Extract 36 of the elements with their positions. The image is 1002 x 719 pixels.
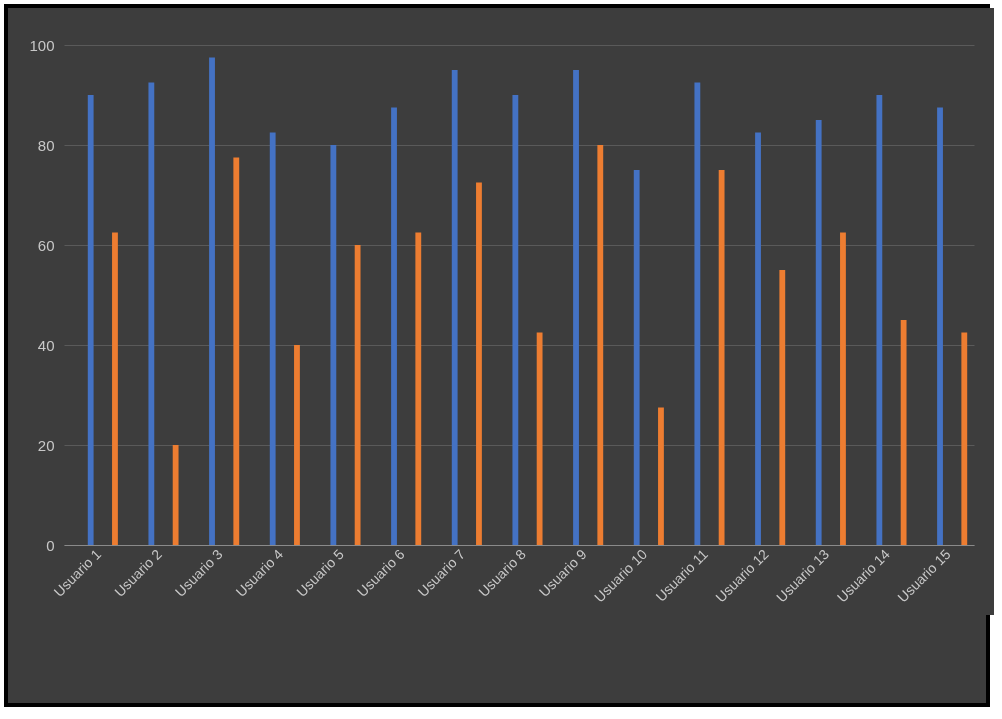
bar: [354, 245, 361, 545]
bar: [476, 182, 482, 545]
y-tick-label: 100: [29, 36, 55, 54]
bar: [573, 70, 579, 545]
bar: [694, 82, 701, 545]
y-tick-label: 80: [37, 136, 55, 154]
bar: [209, 57, 215, 545]
bar: [779, 270, 786, 545]
y-tick-label: 40: [37, 336, 55, 354]
y-tick-label: 60: [37, 236, 55, 254]
bar: [415, 232, 422, 545]
bar: [87, 95, 94, 545]
bar: [112, 232, 118, 545]
bar: [876, 95, 883, 545]
y-tick-label: 20: [37, 436, 55, 454]
bar: [597, 145, 604, 545]
bar: [512, 95, 519, 545]
bar: [937, 107, 943, 545]
bar: [269, 132, 276, 545]
bar: [536, 332, 543, 545]
bar: [961, 332, 968, 545]
bar: [815, 120, 822, 545]
bar: [233, 157, 240, 545]
bar: [294, 345, 300, 545]
y-tick-label: 0: [46, 536, 55, 554]
bar: [633, 170, 640, 545]
bar: [148, 82, 155, 545]
bar: [451, 70, 458, 545]
bar: [391, 107, 397, 545]
bar: [755, 132, 761, 545]
bar: [658, 407, 664, 545]
bar: [330, 145, 337, 545]
bar: [172, 445, 179, 545]
bar: [718, 170, 725, 545]
bar: [840, 232, 846, 545]
bar: [900, 320, 907, 545]
